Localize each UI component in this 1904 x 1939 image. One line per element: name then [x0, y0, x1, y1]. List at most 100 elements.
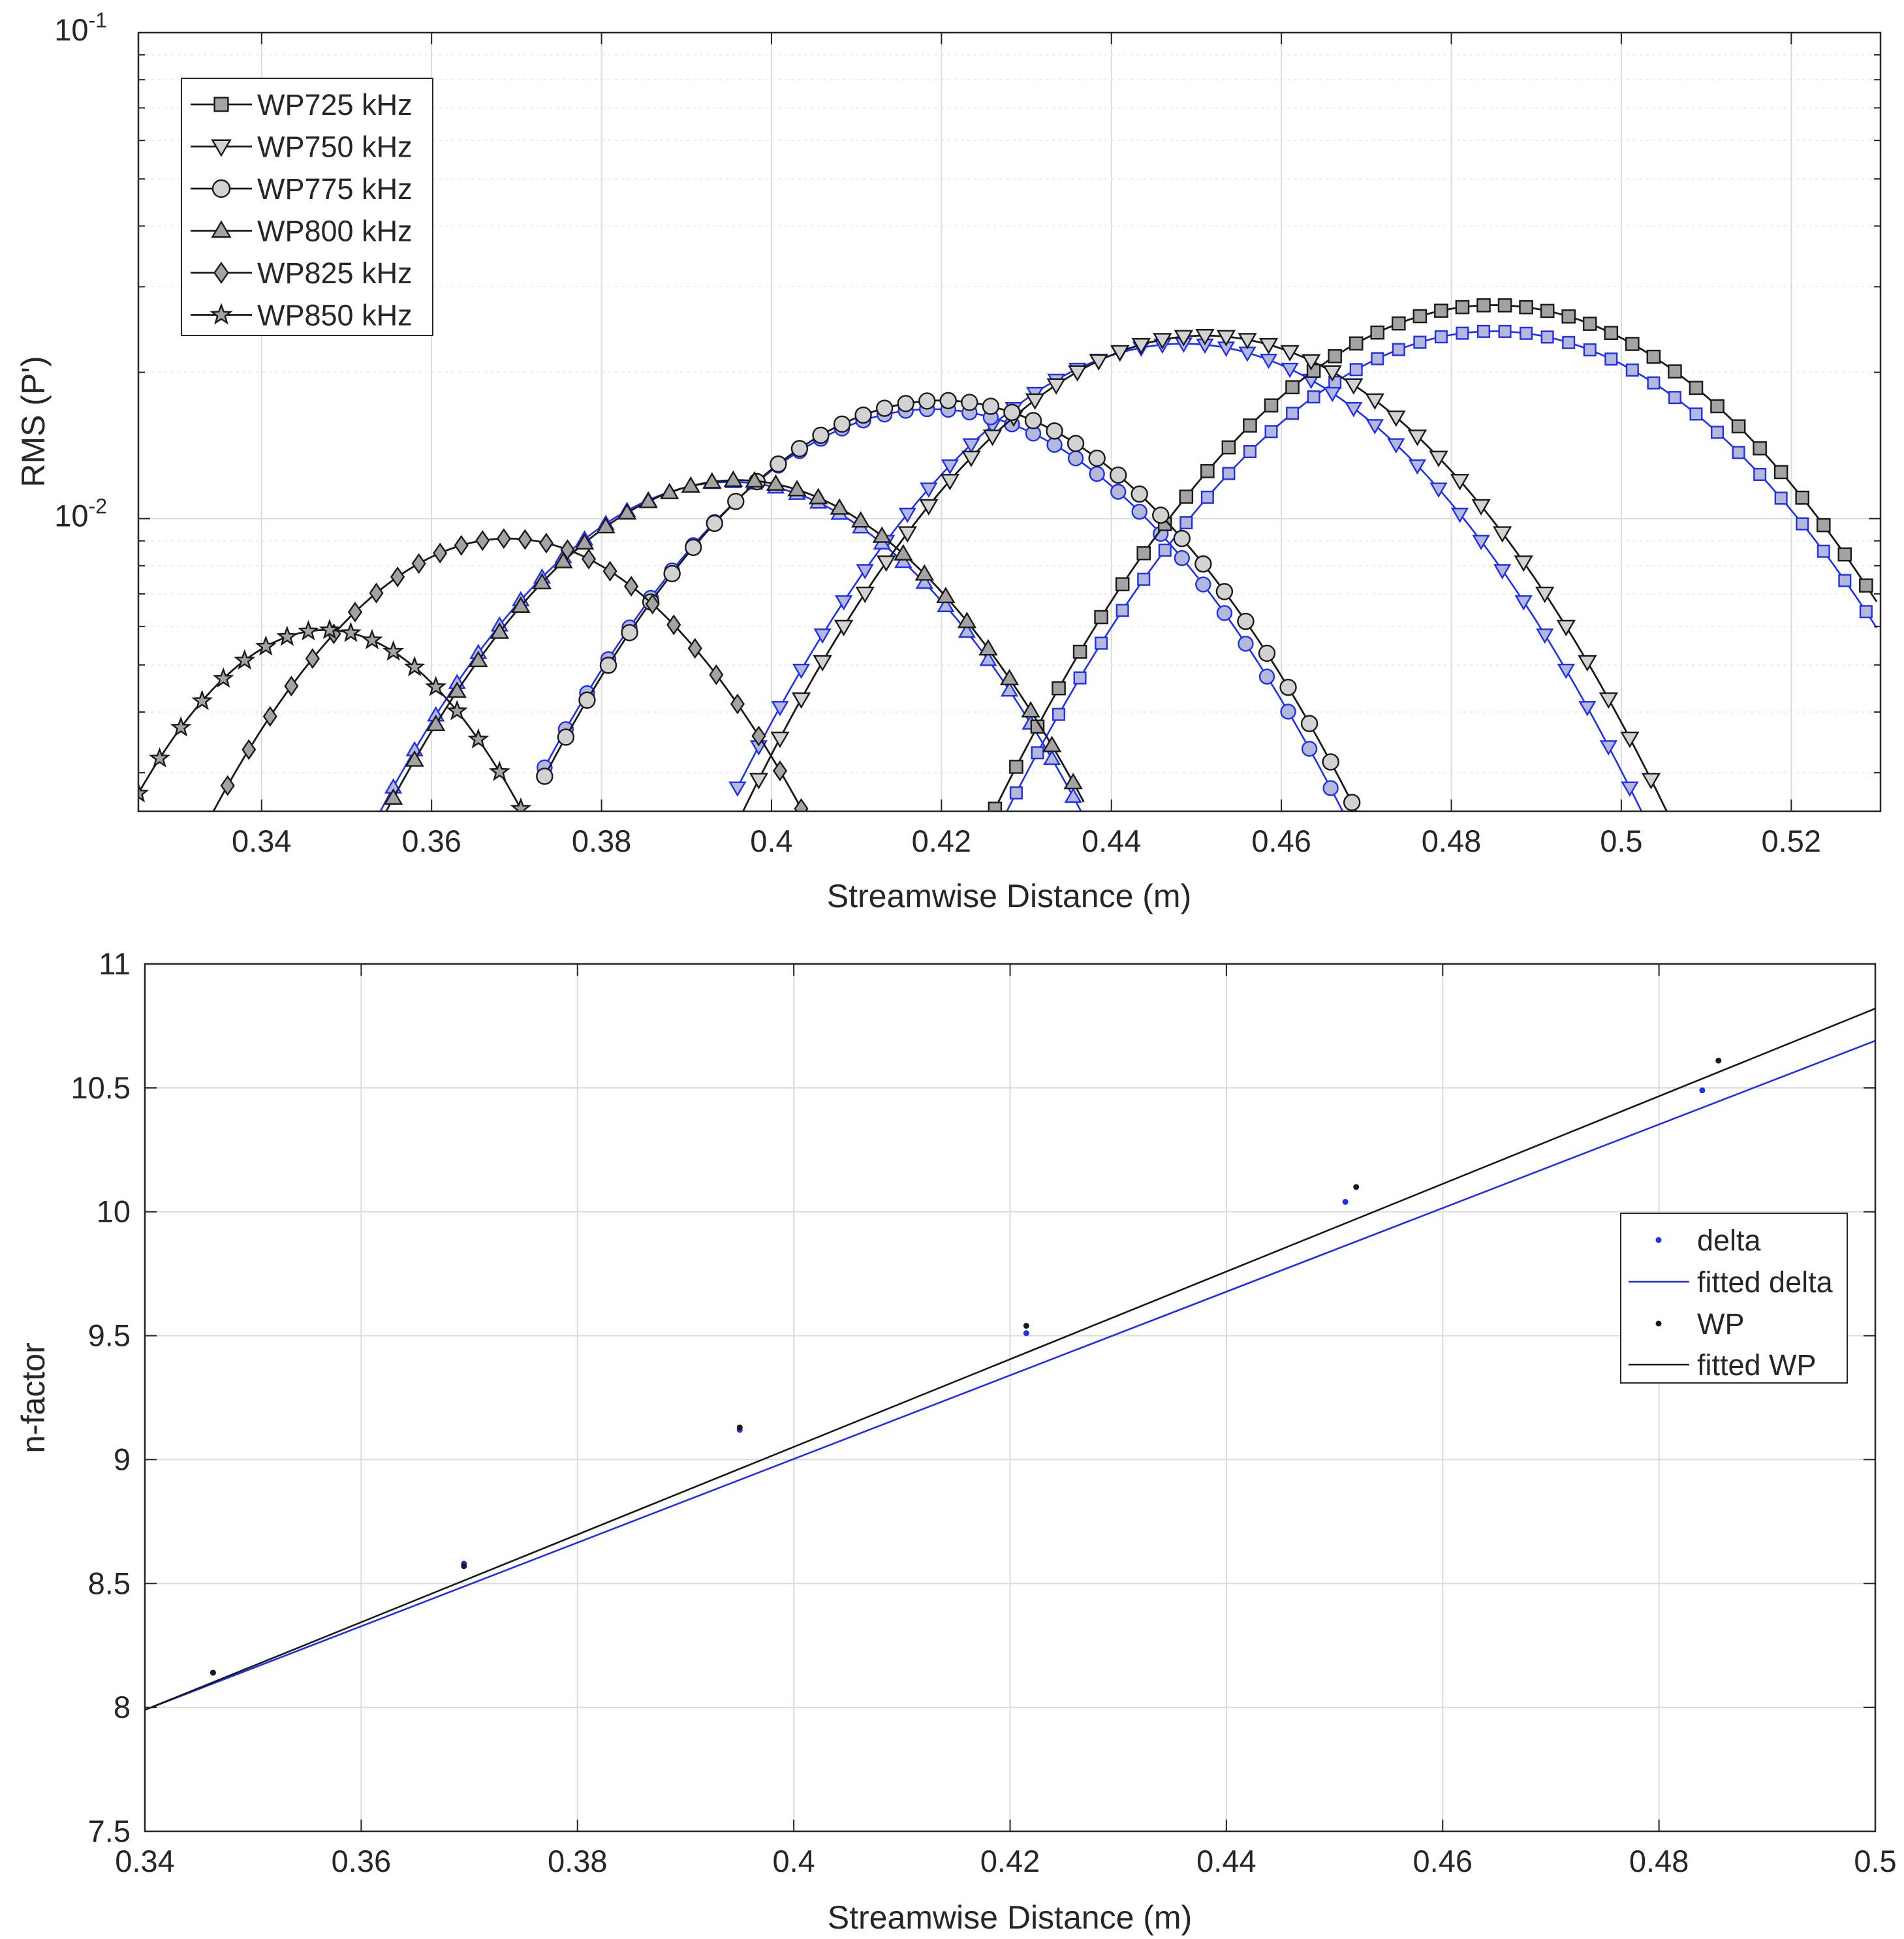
rms-series-marker [961, 450, 981, 467]
rms-series-marker [574, 533, 595, 550]
nfactor-y-tick-label: 7.5 [88, 1814, 131, 1848]
rms-series-marker [1179, 489, 1194, 504]
rms-series-marker [1753, 441, 1767, 456]
rms-series-marker [284, 675, 299, 697]
rms-delta-marker [1647, 376, 1661, 390]
rms-series-marker [854, 406, 872, 424]
rms-series-marker [790, 440, 809, 458]
rms-legend-label: WP725 kHz [257, 88, 413, 121]
rms-x-tick-label: 0.46 [1251, 824, 1311, 858]
rms-series-marker [1067, 365, 1087, 382]
rms-series-marker [988, 801, 1003, 811]
rms-series-marker [939, 392, 957, 410]
rms-legend-marker [211, 139, 232, 157]
rms-series-marker [723, 470, 743, 487]
rms-delta-marker [1434, 330, 1448, 344]
rms-series-marker [1599, 692, 1619, 709]
rms-series-marker [390, 566, 405, 587]
rms-series-marker [794, 798, 809, 811]
rms-delta-marker [1450, 507, 1469, 523]
rms-series-marker [1131, 337, 1151, 355]
rms-delta-marker [1366, 419, 1384, 435]
rms-delta-marker [1174, 550, 1190, 566]
rms-series-marker [1280, 345, 1300, 362]
rms-series-marker [1300, 715, 1319, 732]
rms-legend-box [181, 78, 433, 336]
rms-series-marker [875, 399, 894, 417]
rms-series-marker [645, 593, 660, 615]
rms-delta-marker [1345, 822, 1359, 837]
nfactor-point-WP [1715, 1057, 1722, 1064]
rms-delta-marker [1137, 572, 1151, 586]
rms-series-marker [1089, 354, 1108, 371]
rms-series-marker [1221, 440, 1236, 455]
rms-series-marker [1195, 329, 1215, 346]
rms-series-marker [1535, 586, 1555, 604]
rms-series-marker [1434, 303, 1448, 318]
rms-series-marker [872, 526, 892, 543]
rms-delta-marker [1064, 787, 1082, 803]
rms-delta-marker [1562, 335, 1576, 349]
nfactor-legend-label: WP [1697, 1307, 1745, 1341]
rms-series-marker [1343, 794, 1361, 811]
nfactor-x-tick-label: 0.4 [772, 1844, 815, 1878]
rms-series-marker [242, 739, 257, 760]
rms-series-marker [830, 498, 849, 515]
rms-delta-marker [1498, 324, 1512, 338]
rms-delta-marker [1073, 671, 1087, 685]
rms-delta-marker [1349, 363, 1363, 377]
rms-series-marker [982, 397, 1000, 415]
nfactor-point-delta [1342, 1199, 1349, 1205]
rms-delta-marker [1520, 326, 1533, 340]
rms-x-tick-label: 0.48 [1422, 824, 1481, 858]
rms-series-marker [914, 564, 934, 581]
rms-series-marker [1067, 435, 1085, 452]
rms-delta-marker [1493, 564, 1512, 580]
rms-series-marker [1773, 465, 1788, 480]
rms-series-marker [851, 511, 871, 528]
rms-series-marker [660, 482, 679, 499]
rms-series-marker [1625, 337, 1640, 351]
rms-series-marker [191, 689, 213, 711]
rms-y-axis-label: RMS (P') [15, 356, 52, 487]
rms-series-marker [1450, 474, 1470, 491]
rms-series-marker [1322, 365, 1342, 382]
rms-series-marker [560, 539, 575, 561]
rms-delta-marker [1200, 490, 1214, 504]
rms-delta-marker [771, 701, 789, 717]
rms-x-tick-label: 0.52 [1762, 824, 1821, 858]
rms-delta-marker [1195, 576, 1211, 593]
rms-series-marker [621, 624, 638, 642]
rms-series-marker [1795, 490, 1810, 505]
nfactor-x-axis-label: Streamwise Distance (m) [828, 1899, 1192, 1936]
rms-series-marker [1816, 518, 1831, 533]
rms-delta-marker [856, 564, 874, 580]
rms-series-marker [687, 638, 702, 659]
rms-series-marker [490, 622, 510, 639]
rms-legend-label: WP850 kHz [257, 299, 413, 332]
rms-series-marker [488, 760, 510, 781]
nfactor-legend-label: delta [1697, 1224, 1762, 1257]
nfactor-y-tick-label: 10 [97, 1194, 131, 1229]
rms-series-marker [1837, 547, 1852, 562]
rms-delta-marker [1472, 535, 1490, 550]
rms-series-marker [727, 493, 745, 510]
rms-delta-marker [1429, 482, 1448, 498]
rms-delta-marker [1067, 450, 1084, 467]
rms-series-marker [1407, 429, 1428, 446]
rms-series-marker [511, 596, 531, 613]
rms-series-marker [1365, 393, 1385, 410]
rms-delta-marker [1625, 364, 1639, 377]
rms-legend-label: WP775 kHz [257, 172, 413, 206]
rms-series-marker [1604, 326, 1619, 340]
rms-x-tick-label: 0.44 [1082, 824, 1141, 858]
rms-x-tick-label: 0.38 [572, 824, 631, 858]
rms-delta-marker [1732, 446, 1745, 459]
rms-delta-marker [1323, 386, 1341, 403]
rms-series-wp725-khz [988, 298, 1878, 811]
rms-series-marker [1152, 506, 1170, 524]
rms-delta-marker [1599, 740, 1618, 756]
rms-delta-marker [962, 438, 980, 454]
rms-delta-marker [1222, 467, 1236, 480]
rms-delta-marker [990, 829, 1001, 841]
